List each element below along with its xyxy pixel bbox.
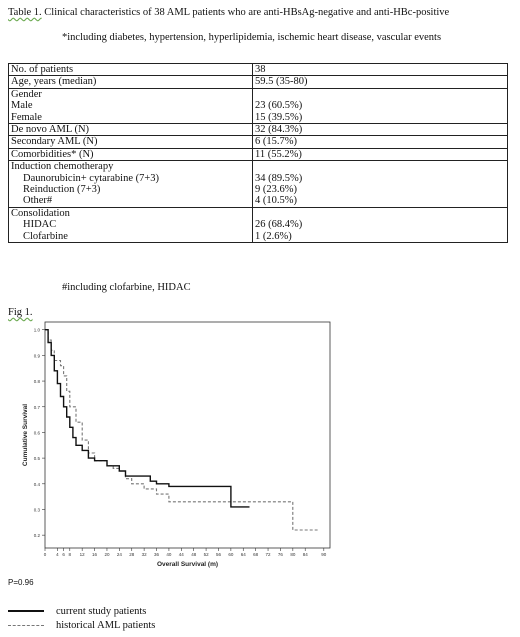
group-item-value: 34 (89.5%)	[255, 172, 303, 184]
series-line-current	[45, 329, 250, 508]
table-caption: Table 1. Clinical characteristics of 38 …	[8, 6, 513, 19]
x-tick-label: 40	[166, 552, 172, 557]
x-tick-label: 76	[278, 552, 284, 557]
table-row: Comorbidities* (N) 11 (55.2%)	[8, 147, 508, 162]
x-tick-label: 6	[62, 552, 65, 557]
group-item-value: 23 (60.5%)	[255, 100, 303, 112]
chart-legend: current study patients historical AML pa…	[8, 604, 155, 632]
group-heading: Consolidation	[11, 207, 70, 219]
characteristics-table: No. of patients 38 Age, years (median) 59.5…	[8, 62, 508, 244]
x-tick-label: 48	[191, 552, 197, 557]
group-item-value: 4 (10.5%)	[255, 195, 297, 207]
y-tick-label: 0.8	[34, 379, 41, 384]
table-cell-value: 23 (60.5%) 15 (39.5%)	[252, 87, 508, 125]
group-heading: Gender	[11, 88, 42, 100]
x-axis-label: Overall Survival (m)	[157, 561, 218, 568]
table-row: Induction chemotherapy Daunorubicin+ cyta…	[8, 160, 508, 208]
x-tick-label: 36	[154, 552, 160, 557]
y-tick-label: 0.5	[34, 456, 41, 461]
x-tick-label: 44	[179, 552, 185, 557]
legend-solid-line-icon	[8, 610, 44, 612]
table-row: Secondary AML (N) 6 (15.7%)	[8, 135, 508, 149]
x-tick-label: 12	[80, 552, 86, 557]
x-tick-label: 72	[266, 552, 272, 557]
group-item-label: Female	[11, 111, 42, 123]
legend-label-current: current study patients	[56, 605, 147, 617]
y-tick-label: 0.6	[34, 430, 41, 435]
x-tick-label: 28	[129, 552, 135, 557]
p-value: P=0.96	[8, 578, 34, 587]
legend-label-historical: historical AML patients	[56, 619, 156, 631]
x-tick-label: 64	[241, 552, 247, 557]
x-tick-label: 24	[117, 552, 123, 557]
table-cell-label: Age, years (median)	[8, 75, 253, 89]
x-tick-label: 68	[253, 552, 259, 557]
y-axis-label: Cumulative Survival	[22, 404, 29, 466]
table-footnote: #including clofarbine, HIDAC	[62, 282, 191, 293]
legend-item-current: current study patients	[8, 604, 155, 618]
table-row: Consolidation HIDAC Clofarbine 26 (68.4%) 1 …	[8, 206, 508, 244]
table-row: Gender Male Female 23 (60.5%) 15 (39.5%)	[8, 87, 508, 125]
figure-label: Fig 1.	[8, 307, 33, 318]
table-cell-value: 59.5 (35-80)	[252, 75, 508, 89]
x-tick-label: 20	[104, 552, 110, 557]
x-tick-label: 84	[303, 552, 309, 557]
table-cell-label: Gender Male Female	[8, 87, 253, 125]
table-cell-label: Consolidation HIDAC Clofarbine	[8, 206, 253, 244]
x-tick-label: 8	[69, 552, 72, 557]
group-item-label: Reinduction (7+3)	[23, 184, 101, 196]
legend-dashed-line-icon	[8, 624, 44, 626]
group-item-value: 1 (2.6%)	[255, 230, 292, 242]
group-item-label: Clofarbine	[23, 230, 68, 242]
table-caption-text: Clinical characteristics of 38 AML patie…	[41, 7, 450, 18]
table-cell-label: No. of patients	[8, 62, 253, 77]
x-tick-label: 80	[290, 552, 296, 557]
x-tick-label: 32	[142, 552, 148, 557]
group-item-value: 26 (68.4%)	[255, 219, 303, 231]
group-item-value: 15 (39.5%)	[255, 111, 303, 123]
x-tick-label: 52	[204, 552, 210, 557]
group-heading: Induction chemotherapy	[11, 161, 114, 173]
legend-item-historical: historical AML patients	[8, 618, 155, 632]
y-tick-label: 0.4	[34, 482, 41, 487]
table-cell-value: 11 (55.2%)	[252, 147, 508, 162]
table-caption-label: Table 1.	[8, 7, 42, 18]
y-tick-label: 0.2	[34, 533, 41, 538]
group-item-value: 9 (23.6%)	[255, 184, 297, 196]
table-cell-label: Induction chemotherapy Daunorubicin+ cyta…	[8, 160, 253, 208]
table-row: No. of patients 38	[8, 62, 508, 77]
table-row: Age, years (median) 59.5 (35-80)	[8, 75, 508, 89]
plot-frame	[44, 321, 331, 549]
y-tick-label: 0.3	[34, 507, 41, 512]
y-tick-label: 1.0	[34, 328, 41, 333]
x-tick-label: 56	[216, 552, 222, 557]
y-tick-label: 0.7	[34, 405, 41, 410]
x-tick-label: 0	[44, 552, 47, 557]
group-item-label: Daunorubicin+ cytarabine (7+3)	[23, 172, 160, 184]
x-tick-label: 4	[56, 552, 59, 557]
x-tick-label: 90	[321, 552, 327, 557]
group-item-label: HIDAC	[23, 219, 57, 231]
table-cell-value: 26 (68.4%) 1 (2.6%)	[252, 206, 508, 244]
table-cell-value: 38	[252, 62, 508, 77]
series-line-historical	[45, 329, 318, 531]
y-tick-label: 0.9	[34, 353, 41, 358]
table-note: *including diabetes, hypertension, hyper…	[62, 32, 442, 43]
x-tick-label: 60	[228, 552, 234, 557]
table-cell-label: Comorbidities* (N)	[8, 147, 253, 162]
group-item-label: Other#	[23, 195, 53, 207]
x-tick-label: 16	[92, 552, 98, 557]
group-item-label: Male	[11, 100, 33, 112]
table-cell-value: 34 (89.5%) 9 (23.6%) 4 (10.5%)	[252, 160, 508, 208]
